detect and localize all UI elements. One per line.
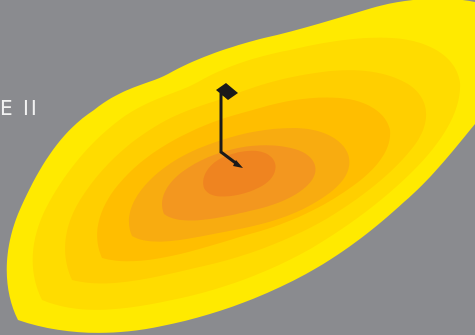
contour-level-7: [203, 150, 276, 197]
caption-text: E II: [0, 96, 39, 120]
arrow-right-down-icon: [219, 150, 239, 166]
arrow-head: [233, 160, 243, 168]
dark-diamond-pin-icon: [216, 83, 238, 100]
marker-group: [216, 83, 243, 168]
